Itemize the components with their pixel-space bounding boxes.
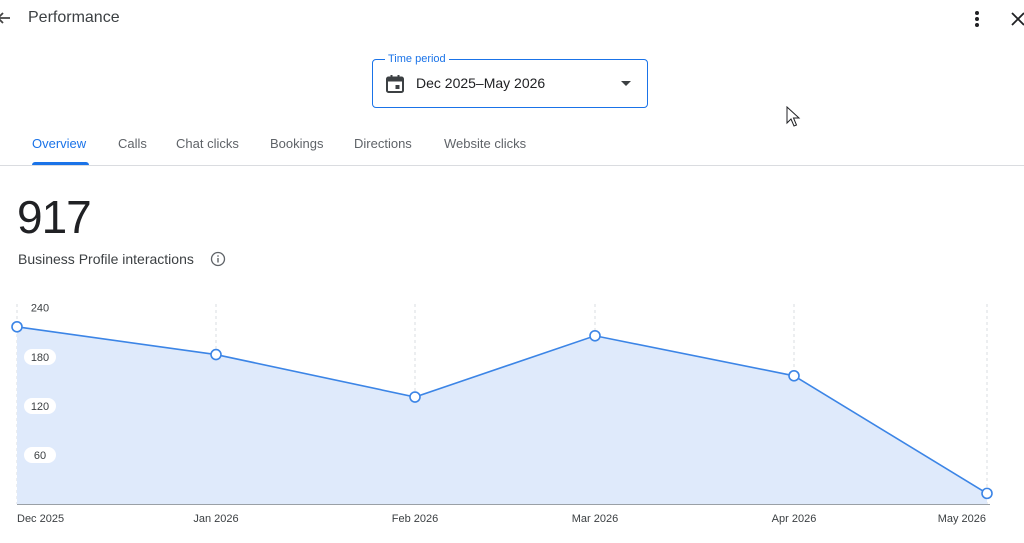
y-tick-pill — [24, 447, 56, 463]
data-point[interactable] — [409, 391, 421, 403]
x-tick-label: Feb 2026 — [392, 513, 438, 525]
x-tick-label: May 2026 — [938, 513, 986, 525]
tab-overview[interactable]: Overview — [32, 136, 87, 151]
x-tick-label: Mar 2026 — [572, 513, 618, 525]
interactions-total: 917 — [17, 191, 92, 243]
info-icon[interactable] — [210, 251, 226, 267]
y-tick-pill — [24, 349, 56, 365]
chart-area — [17, 326, 987, 504]
close-icon[interactable] — [1008, 9, 1024, 29]
x-tick-label: Jan 2026 — [193, 513, 238, 525]
x-tick-label: Dec 2025 — [17, 513, 64, 525]
y-tick-pill — [24, 398, 56, 414]
tab-directions[interactable]: Directions — [354, 136, 412, 151]
time-period-label: Time period — [385, 52, 449, 66]
page-title: Performance — [28, 9, 120, 26]
interactions-chart: 60 120 180 240 Dec 2025 Jan 2026 Feb 2026 Mar … — [0, 290, 1024, 543]
chart-points — [11, 320, 993, 500]
chart-line — [16, 325, 988, 495]
tab-bookings[interactable]: Bookings — [270, 136, 324, 151]
time-period-select[interactable]: Time period Dec 2025–May 2026 — [372, 52, 648, 108]
more-vert-icon[interactable] — [967, 8, 987, 30]
y-tick-label: 240 — [31, 303, 49, 315]
y-tick-label: 60 — [34, 450, 46, 462]
tab-calls[interactable]: Calls — [118, 136, 147, 151]
tab-website-clicks[interactable]: Website clicks — [444, 136, 527, 151]
y-axis-ticks: 60 120 180 240 — [24, 303, 56, 463]
x-tick-label: Apr 2026 — [772, 513, 817, 525]
interactions-label: Business Profile interactions — [18, 251, 194, 267]
mouse-cursor-icon — [786, 106, 801, 127]
time-period-value: Dec 2025–May 2026 — [416, 75, 546, 91]
y-tick-label: 120 — [31, 401, 49, 413]
dropdown-arrow-icon — [621, 81, 631, 86]
arrow-back-icon[interactable] — [0, 9, 10, 27]
x-axis-ticks: Dec 2025 Jan 2026 Feb 2026 Mar 2026 Apr 2026… — [17, 513, 986, 525]
data-point[interactable] — [788, 369, 800, 382]
tab-bar: Overview Calls Chat clicks Bookings Dire… — [0, 124, 1024, 166]
tab-chat-clicks[interactable]: Chat clicks — [176, 136, 239, 151]
active-tab-indicator — [32, 162, 89, 165]
calendar-icon — [386, 75, 404, 93]
data-point[interactable] — [11, 320, 23, 333]
data-point[interactable] — [589, 329, 601, 342]
y-tick-label: 180 — [31, 352, 49, 364]
chart-svg: 60 120 180 240 Dec 2025 Jan 2026 Feb 2026 Mar … — [11, 303, 993, 525]
data-point[interactable] — [981, 487, 993, 500]
data-point[interactable] — [210, 348, 222, 361]
